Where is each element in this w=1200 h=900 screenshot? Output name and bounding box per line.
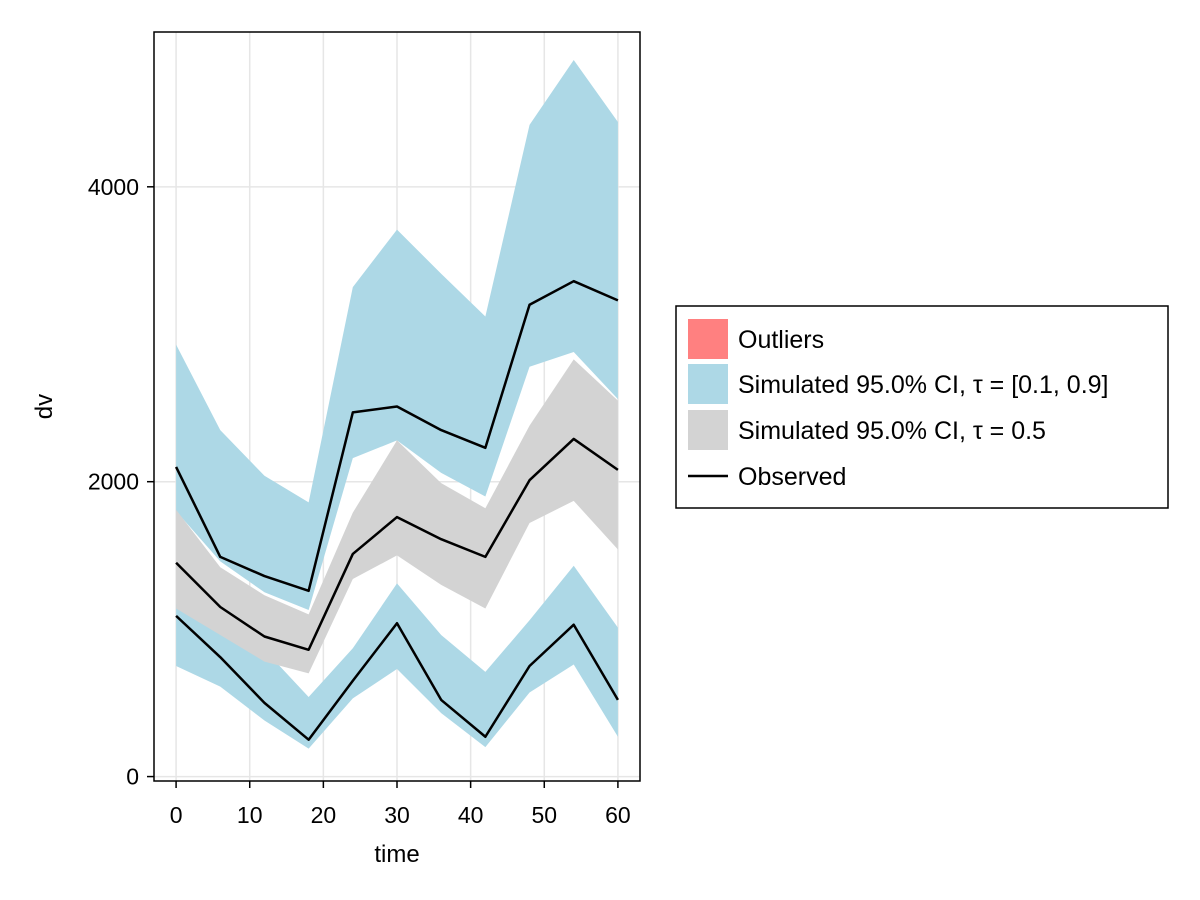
y-tick-label: 4000 [88,174,139,200]
y-axis-ticks: 0 2000 4000 [88,174,154,790]
observed-lines [174,279,619,741]
plot-area [153,31,641,782]
legend-box [675,305,1169,509]
x-tick-label: 30 [384,802,410,828]
x-tick-label: 50 [531,802,557,828]
x-axis-label: time [374,841,419,868]
legend-label: Simulated 95.0% CI, τ = 0.5 [738,417,1046,445]
x-tick-label: 60 [605,802,631,828]
legend-label: Outliers [738,326,824,354]
observed-line-q90 [174,279,619,593]
legend-swatch [688,410,728,450]
x-tick-label: 40 [458,802,484,828]
y-tick-label: 0 [126,764,139,790]
x-axis-ticks: 0 10 20 30 40 50 60 [170,781,631,828]
observed-line-q50 [175,437,619,652]
y-axis-label: dv [31,394,58,419]
legend: Outliers Simulated 95.0% CI, τ = [0.1, 0.… [675,305,1169,509]
observed-line-q10 [175,614,619,741]
legend-label: Observed [738,463,846,491]
legend-swatch [688,319,728,359]
legend-swatch [688,364,728,404]
ci-band-upper [176,60,618,610]
legend-label: Simulated 95.0% CI, τ = [0.1, 0.9] [738,371,1109,399]
x-tick-label: 0 [170,802,183,828]
x-tick-label: 20 [311,802,337,828]
y-tick-label: 2000 [88,469,139,495]
x-tick-label: 10 [237,802,263,828]
